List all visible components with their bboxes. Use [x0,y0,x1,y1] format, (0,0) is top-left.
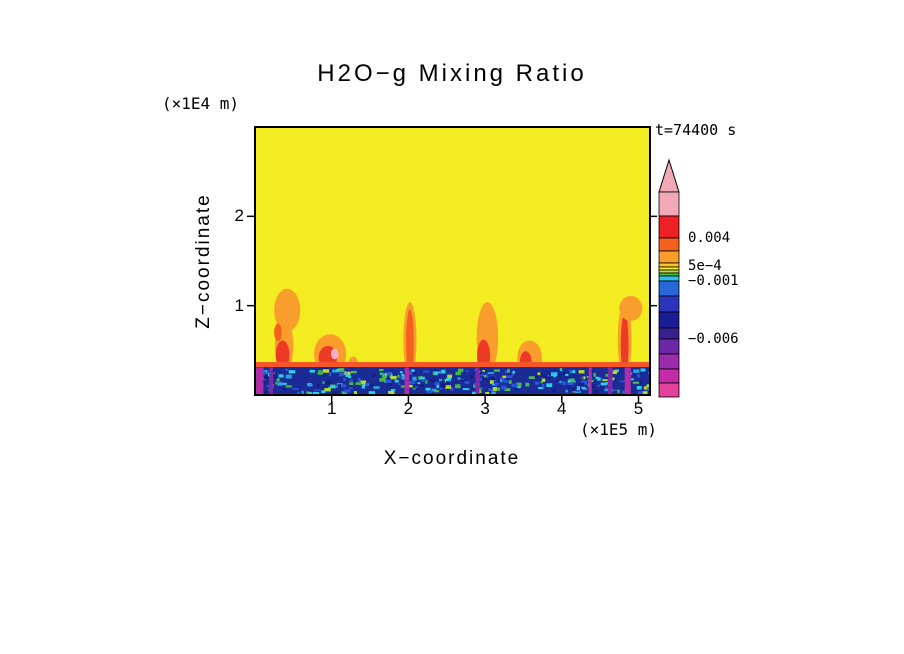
y-axis-label: Z−coordinate [193,193,214,329]
colorbar-segment [658,272,680,277]
colorbar-segment [658,353,680,370]
colorbar-arrow [658,158,680,193]
heatmap-plot [247,126,657,403]
surface-line [255,362,650,368]
magenta-streak [624,367,631,394]
magenta-streak [404,367,410,394]
plume-blob [619,295,643,321]
magenta-streak [588,367,592,394]
colorbar-segment [658,280,680,297]
colorbar-segment [658,191,680,217]
colorbar-label: 5e−4 [688,258,722,274]
colorbar-segment [658,327,680,340]
x-tick-label: 2 [403,399,414,418]
plot-frame [254,126,651,396]
y-axis-unit-label: (×1E4 m) [162,94,240,113]
colorbar-segment [658,237,680,252]
x-axis-unit-label: (×1E5 m) [579,420,657,439]
magenta-streak [607,367,613,394]
plume-blob [274,323,282,342]
x-tick-label: 5 [633,399,644,418]
plume-blob [620,312,629,378]
surface-speckle-layer [255,368,650,395]
colorbar-segment [658,275,680,282]
colorbar-segment [658,338,680,355]
magenta-streak [255,367,264,394]
magenta-streak [269,367,274,394]
x-tick-label: 1 [326,399,337,418]
colorbar-label: −0.006 [688,331,739,347]
colorbar-segment [658,269,680,274]
y-tick-label: 2 [234,206,244,226]
colorbar-segment [658,295,680,313]
colorbar-segment [658,311,680,329]
x-tick-label: 3 [480,399,490,418]
colorbar-segment [658,382,680,398]
colorbar-segment [658,215,680,239]
magenta-streak [475,367,480,394]
colorbar [658,158,680,398]
plume-blob [274,288,301,332]
colorbar-segment [658,250,680,264]
magenta-streak-layer [255,367,631,394]
time-annotation: t=74400 s [655,121,737,139]
colorbar-segment [658,266,680,271]
plume-blob [330,348,339,360]
x-axis-label: X−coordinate [383,448,521,469]
colorbar-label: −0.001 [688,273,739,289]
colorbar-label: 0.004 [688,230,731,246]
chart-title: H2O−g Mixing Ratio [317,60,587,87]
plume-blob [275,340,290,370]
heatmap-field [255,127,650,395]
plume-blob [406,309,414,378]
colorbar-segment [658,262,680,268]
x-tick-label: 4 [557,399,567,418]
y-tick-label: 1 [234,295,244,315]
colorbar-segment [658,368,680,384]
